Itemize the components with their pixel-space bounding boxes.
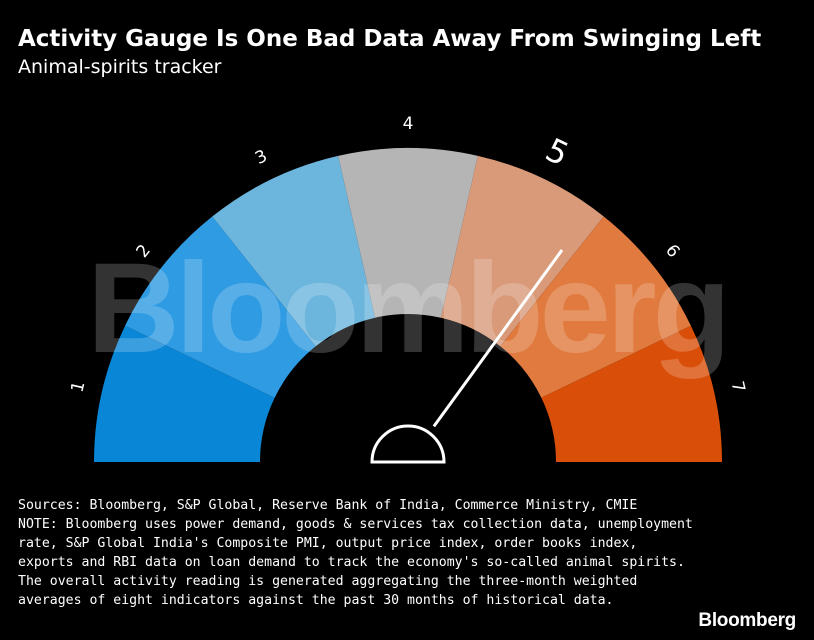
gauge-label-1: 1 [68,379,90,394]
gauge-label-4: 4 [403,114,414,134]
gauge-segment-3 [212,155,376,347]
gauge-segment-4 [338,147,478,318]
needle-hub [370,424,446,464]
gauge-segments [94,147,722,462]
note-text: NOTE: Bloomberg uses power demand, goods… [18,517,693,608]
chart-title: Activity Gauge Is One Bad Data Away From… [18,26,762,52]
gauge-label-5: 5 [540,131,575,174]
gauge-segment-7 [541,325,722,462]
gauge-label-3: 3 [252,146,270,169]
gauge-label-7: 7 [727,379,749,394]
bloomberg-logo: Bloomberg [698,610,796,631]
watermark-text: Bloomberg [87,237,727,380]
footnote: Sources: Bloomberg, S&P Global, Reserve … [18,496,698,610]
chart-subtitle: Animal-spirits tracker [18,56,222,78]
gauge-needle [370,249,564,464]
needle-line [432,249,564,428]
gauge-segment-5 [440,155,604,347]
sources-text: Sources: Bloomberg, S&P Global, Reserve … [18,498,638,513]
gauge-segment-1 [94,325,275,462]
gauge-segment-6 [500,216,691,398]
gauge-segment-2 [125,216,316,398]
